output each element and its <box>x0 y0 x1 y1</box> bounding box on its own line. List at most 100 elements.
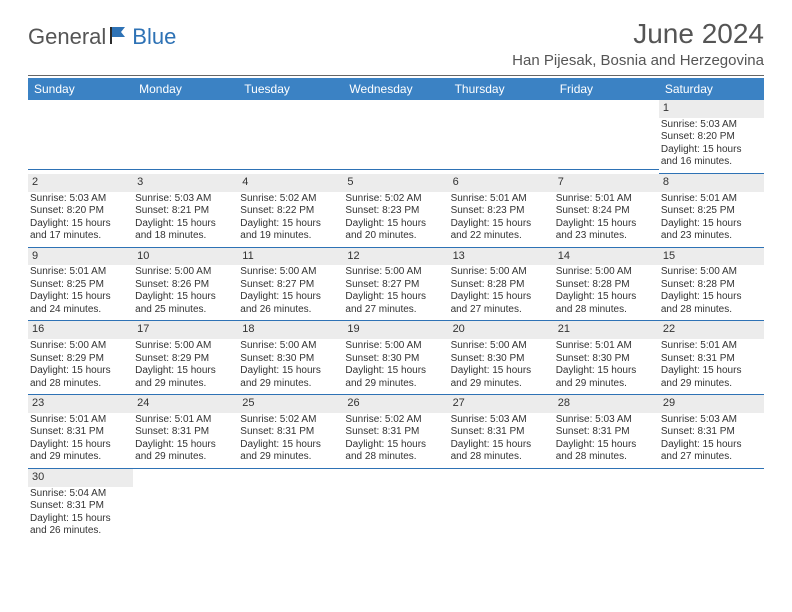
detail-line: Sunrise: 5:03 AM <box>661 414 762 427</box>
detail-line: Daylight: 15 hours <box>556 439 657 452</box>
calendar-cell: 30Sunrise: 5:04 AMSunset: 8:31 PMDayligh… <box>28 469 133 542</box>
day-details: Sunrise: 5:01 AMSunset: 8:25 PMDaylight:… <box>28 265 133 316</box>
detail-line: Sunrise: 5:00 AM <box>451 266 552 279</box>
calendar-cell: 13Sunrise: 5:00 AMSunset: 8:28 PMDayligh… <box>449 248 554 322</box>
day-details: Sunrise: 5:00 AMSunset: 8:27 PMDaylight:… <box>343 265 448 316</box>
detail-line: Sunrise: 5:00 AM <box>556 266 657 279</box>
day-details: Sunrise: 5:00 AMSunset: 8:29 PMDaylight:… <box>133 339 238 390</box>
detail-line: and 19 minutes. <box>240 230 341 243</box>
detail-line: Sunrise: 5:00 AM <box>135 340 236 353</box>
detail-line: Daylight: 15 hours <box>556 218 657 231</box>
calendar-cell: 14Sunrise: 5:00 AMSunset: 8:28 PMDayligh… <box>554 248 659 322</box>
detail-line: Daylight: 15 hours <box>661 439 762 452</box>
detail-line: Daylight: 15 hours <box>661 365 762 378</box>
day-number: 21 <box>554 321 659 339</box>
detail-line: Sunset: 8:30 PM <box>345 353 446 366</box>
day-details: Sunrise: 5:00 AMSunset: 8:30 PMDaylight:… <box>343 339 448 390</box>
logo-text-blue: Blue <box>132 24 176 50</box>
detail-line: and 18 minutes. <box>135 230 236 243</box>
day-number: 29 <box>659 395 764 413</box>
calendar-cell <box>554 100 659 174</box>
detail-line: Daylight: 15 hours <box>135 218 236 231</box>
detail-line: Daylight: 15 hours <box>30 291 131 304</box>
calendar-week-row: 1Sunrise: 5:03 AMSunset: 8:20 PMDaylight… <box>28 100 764 174</box>
day-details: Sunrise: 5:03 AMSunset: 8:20 PMDaylight:… <box>28 192 133 243</box>
detail-line: and 17 minutes. <box>30 230 131 243</box>
detail-line: and 27 minutes. <box>451 304 552 317</box>
detail-line: and 29 minutes. <box>30 451 131 464</box>
day-number: 5 <box>343 174 448 192</box>
detail-line: and 27 minutes. <box>345 304 446 317</box>
day-details: Sunrise: 5:00 AMSunset: 8:28 PMDaylight:… <box>554 265 659 316</box>
day-number: 2 <box>28 174 133 192</box>
header-rule <box>28 75 764 76</box>
detail-line: and 22 minutes. <box>451 230 552 243</box>
detail-line: Sunrise: 5:03 AM <box>30 193 131 206</box>
detail-line: Sunset: 8:31 PM <box>135 426 236 439</box>
detail-line: Sunrise: 5:02 AM <box>345 414 446 427</box>
calendar-cell: 23Sunrise: 5:01 AMSunset: 8:31 PMDayligh… <box>28 395 133 469</box>
detail-line: Sunset: 8:31 PM <box>556 426 657 439</box>
logo: General Blue <box>28 18 176 50</box>
detail-line: Sunrise: 5:03 AM <box>661 119 762 132</box>
day-number: 23 <box>28 395 133 413</box>
detail-line: Sunrise: 5:01 AM <box>661 193 762 206</box>
detail-line: and 29 minutes. <box>135 451 236 464</box>
detail-line: Daylight: 15 hours <box>345 365 446 378</box>
header: General Blue June 2024 Han Pijesak, Bosn… <box>28 18 764 69</box>
calendar-cell <box>554 469 659 542</box>
calendar-cell <box>238 100 343 174</box>
detail-line: Sunrise: 5:04 AM <box>30 488 131 501</box>
calendar-cell <box>659 469 764 542</box>
detail-line: and 28 minutes. <box>556 451 657 464</box>
detail-line: Sunrise: 5:00 AM <box>451 340 552 353</box>
day-number: 10 <box>133 248 238 266</box>
calendar-cell: 16Sunrise: 5:00 AMSunset: 8:29 PMDayligh… <box>28 321 133 395</box>
detail-line: Sunrise: 5:00 AM <box>345 340 446 353</box>
detail-line: Sunrise: 5:00 AM <box>345 266 446 279</box>
detail-line: Sunrise: 5:00 AM <box>661 266 762 279</box>
detail-line: Sunrise: 5:00 AM <box>30 340 131 353</box>
detail-line: Sunrise: 5:01 AM <box>661 340 762 353</box>
detail-line: Sunset: 8:30 PM <box>556 353 657 366</box>
calendar-week-row: 16Sunrise: 5:00 AMSunset: 8:29 PMDayligh… <box>28 321 764 395</box>
detail-line: Daylight: 15 hours <box>451 365 552 378</box>
detail-line: Daylight: 15 hours <box>240 439 341 452</box>
day-details: Sunrise: 5:02 AMSunset: 8:31 PMDaylight:… <box>343 413 448 464</box>
day-number: 25 <box>238 395 343 413</box>
detail-line: Sunset: 8:23 PM <box>451 205 552 218</box>
detail-line: Daylight: 15 hours <box>345 218 446 231</box>
detail-line: Daylight: 15 hours <box>240 365 341 378</box>
day-number: 7 <box>554 174 659 192</box>
calendar-week-row: 2Sunrise: 5:03 AMSunset: 8:20 PMDaylight… <box>28 174 764 248</box>
detail-line: and 28 minutes. <box>345 451 446 464</box>
day-number: 17 <box>133 321 238 339</box>
day-details: Sunrise: 5:03 AMSunset: 8:20 PMDaylight:… <box>659 118 764 169</box>
calendar-cell: 6Sunrise: 5:01 AMSunset: 8:23 PMDaylight… <box>449 174 554 248</box>
day-number: 4 <box>238 174 343 192</box>
calendar-cell: 27Sunrise: 5:03 AMSunset: 8:31 PMDayligh… <box>449 395 554 469</box>
day-number: 19 <box>343 321 448 339</box>
title-location: Han Pijesak, Bosnia and Herzegovina <box>512 52 764 69</box>
detail-line: Sunrise: 5:01 AM <box>556 193 657 206</box>
calendar-cell <box>28 100 133 174</box>
detail-line: Daylight: 15 hours <box>556 291 657 304</box>
weekday-header: Saturday <box>659 78 764 100</box>
day-details: Sunrise: 5:03 AMSunset: 8:31 PMDaylight:… <box>449 413 554 464</box>
day-details: Sunrise: 5:00 AMSunset: 8:29 PMDaylight:… <box>28 339 133 390</box>
detail-line: Sunset: 8:27 PM <box>240 279 341 292</box>
detail-line: Daylight: 15 hours <box>661 291 762 304</box>
detail-line: Sunset: 8:27 PM <box>345 279 446 292</box>
day-details: Sunrise: 5:02 AMSunset: 8:23 PMDaylight:… <box>343 192 448 243</box>
weekday-header: Friday <box>554 78 659 100</box>
day-details: Sunrise: 5:02 AMSunset: 8:22 PMDaylight:… <box>238 192 343 243</box>
day-number: 13 <box>449 248 554 266</box>
calendar-cell <box>449 469 554 542</box>
day-details: Sunrise: 5:01 AMSunset: 8:23 PMDaylight:… <box>449 192 554 243</box>
day-number: 6 <box>449 174 554 192</box>
calendar-cell: 7Sunrise: 5:01 AMSunset: 8:24 PMDaylight… <box>554 174 659 248</box>
detail-line: and 27 minutes. <box>661 451 762 464</box>
day-number: 20 <box>449 321 554 339</box>
detail-line: Sunset: 8:31 PM <box>451 426 552 439</box>
day-number: 30 <box>28 469 133 487</box>
